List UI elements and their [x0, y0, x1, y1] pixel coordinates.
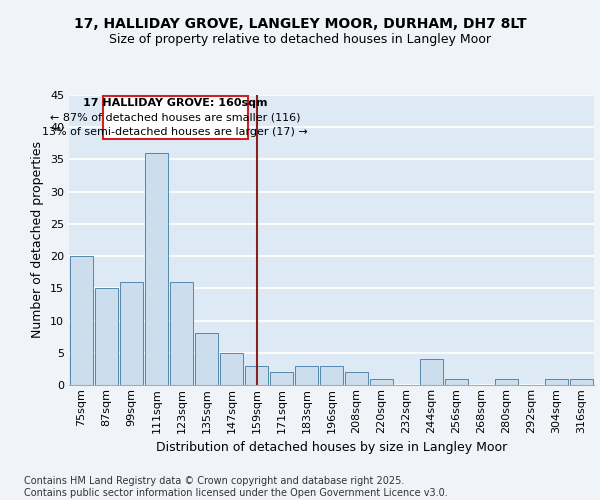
- Text: Size of property relative to detached houses in Langley Moor: Size of property relative to detached ho…: [109, 32, 491, 46]
- Bar: [145, 153, 168, 385]
- Bar: [345, 372, 368, 385]
- Y-axis label: Number of detached properties: Number of detached properties: [31, 142, 44, 338]
- Bar: [220, 353, 243, 385]
- Text: 17 HALLIDAY GROVE: 160sqm: 17 HALLIDAY GROVE: 160sqm: [83, 98, 268, 108]
- Bar: [95, 288, 118, 385]
- Text: 13% of semi-detached houses are larger (17) →: 13% of semi-detached houses are larger (…: [43, 126, 308, 136]
- Bar: [70, 256, 93, 385]
- Bar: [195, 334, 218, 385]
- Bar: [170, 282, 193, 385]
- Bar: [445, 378, 468, 385]
- Bar: [570, 378, 593, 385]
- Text: ← 87% of detached houses are smaller (116): ← 87% of detached houses are smaller (11…: [50, 112, 301, 122]
- Bar: [420, 359, 443, 385]
- Bar: [295, 366, 318, 385]
- Text: 17, HALLIDAY GROVE, LANGLEY MOOR, DURHAM, DH7 8LT: 17, HALLIDAY GROVE, LANGLEY MOOR, DURHAM…: [74, 18, 526, 32]
- Text: Contains HM Land Registry data © Crown copyright and database right 2025.
Contai: Contains HM Land Registry data © Crown c…: [24, 476, 448, 498]
- Bar: [120, 282, 143, 385]
- Bar: [320, 366, 343, 385]
- FancyBboxPatch shape: [103, 96, 248, 139]
- Bar: [495, 378, 518, 385]
- Bar: [245, 366, 268, 385]
- Bar: [270, 372, 293, 385]
- Bar: [545, 378, 568, 385]
- X-axis label: Distribution of detached houses by size in Langley Moor: Distribution of detached houses by size …: [156, 441, 507, 454]
- Bar: [370, 378, 393, 385]
